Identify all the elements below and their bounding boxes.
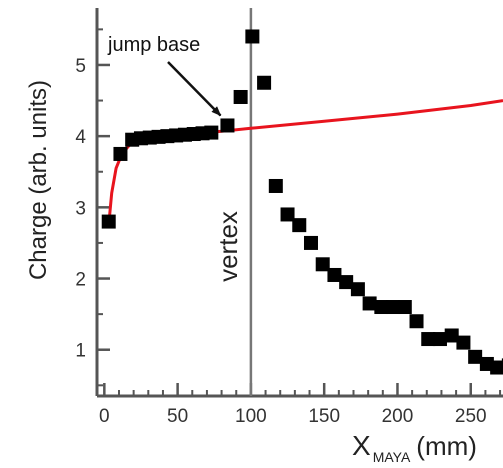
fit-curve — [107, 99, 503, 226]
data-point — [386, 300, 401, 315]
x-tick-label: 0 — [99, 406, 110, 427]
y-axis-title: Charge (arb. units) — [25, 80, 52, 280]
y-ticks: 1 2 3 4 5 — [75, 28, 110, 387]
y-tick-label: 5 — [75, 56, 86, 77]
data-point — [397, 300, 412, 315]
data-point — [374, 300, 389, 315]
y-tick-label: 4 — [75, 127, 86, 148]
data-point — [204, 125, 219, 140]
data-point — [245, 29, 260, 44]
data-point — [315, 257, 330, 272]
data-point — [327, 267, 342, 282]
x-tick-label: 150 — [308, 406, 340, 427]
x-axis-title-unit: (mm) — [416, 431, 477, 461]
x-tick-label: 50 — [167, 406, 188, 427]
y-tick-label: 1 — [75, 341, 86, 362]
data-point — [257, 75, 272, 90]
data-point — [456, 335, 471, 350]
x-tick-label: 100 — [235, 406, 267, 427]
data-point — [432, 332, 447, 347]
data-point — [303, 235, 318, 250]
x-axis-title-sub: MAYA — [373, 449, 411, 465]
data-point — [339, 275, 354, 290]
data-point — [233, 89, 248, 104]
data-point — [468, 349, 483, 364]
y-tick-label: 2 — [75, 270, 86, 291]
data-point — [444, 328, 459, 343]
data-point — [280, 207, 295, 222]
x-axis-title-main: X — [352, 430, 371, 461]
data-point — [268, 178, 283, 193]
data-point — [409, 314, 424, 329]
data-markers — [101, 29, 503, 375]
x-ticks: 0 50 100 150 200 250 — [99, 383, 502, 427]
data-point — [421, 332, 436, 347]
x-tick-label: 200 — [382, 406, 414, 427]
vertex-label: vertex — [213, 211, 243, 282]
x-axis-title: X MAYA (mm) — [352, 430, 477, 465]
data-point — [490, 360, 503, 375]
y-tick-label: 3 — [75, 198, 86, 219]
data-point — [501, 358, 503, 373]
data-point — [350, 282, 365, 297]
data-point — [292, 218, 307, 233]
data-point — [220, 118, 235, 133]
jump-base-annotation: jump base — [107, 34, 200, 56]
annotation-arrow — [167, 61, 222, 117]
data-point — [113, 146, 128, 161]
data-point — [362, 296, 377, 311]
data-point — [101, 214, 116, 229]
x-tick-label: 250 — [455, 406, 487, 427]
plot-frame — [95, 8, 503, 398]
